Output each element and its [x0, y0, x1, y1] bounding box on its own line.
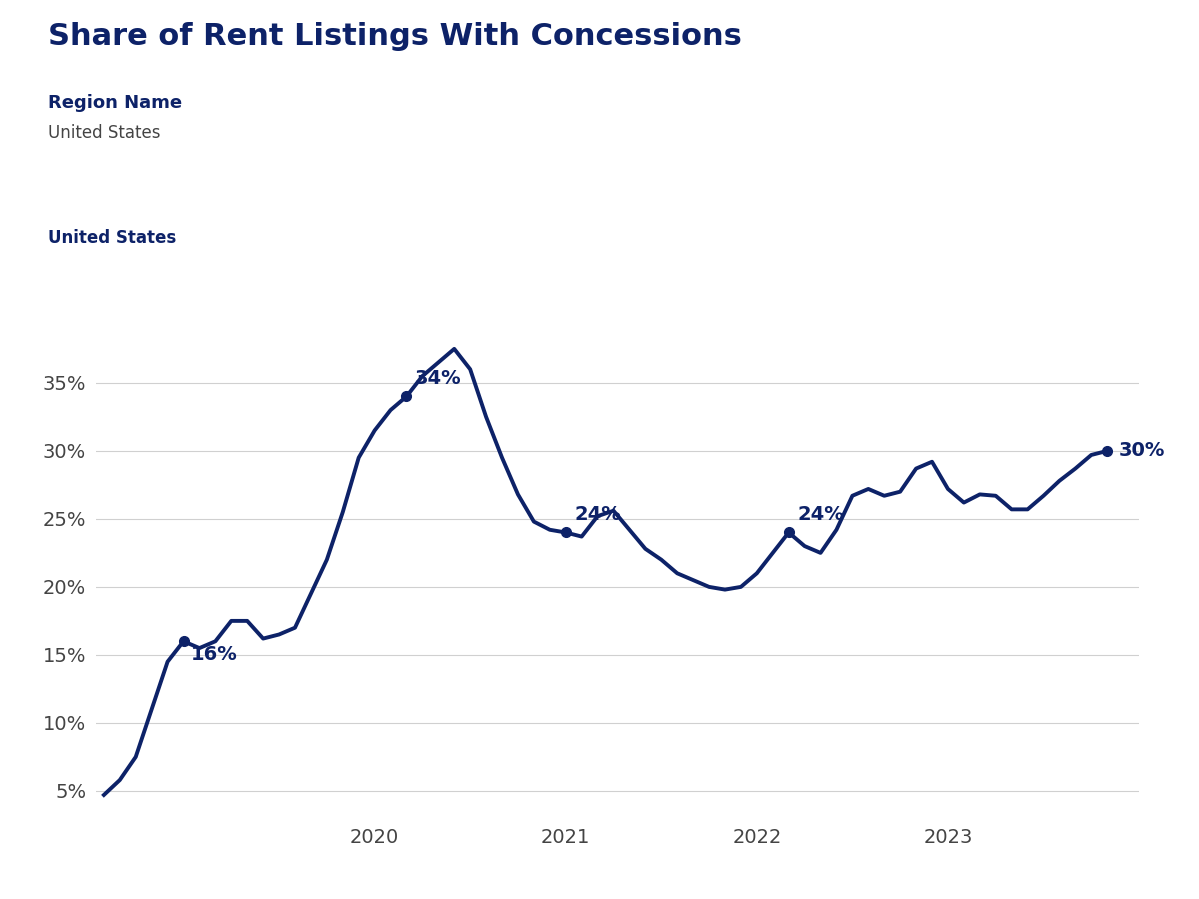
Text: 30%: 30% — [1119, 441, 1164, 460]
Text: United States: United States — [48, 124, 161, 142]
Text: 16%: 16% — [191, 645, 237, 664]
Text: Region Name: Region Name — [48, 94, 182, 112]
Text: 24%: 24% — [797, 505, 844, 524]
Text: 34%: 34% — [415, 369, 462, 388]
Text: 24%: 24% — [574, 505, 621, 524]
Text: Share of Rent Listings With Concessions: Share of Rent Listings With Concessions — [48, 22, 742, 51]
Text: United States: United States — [48, 229, 176, 247]
